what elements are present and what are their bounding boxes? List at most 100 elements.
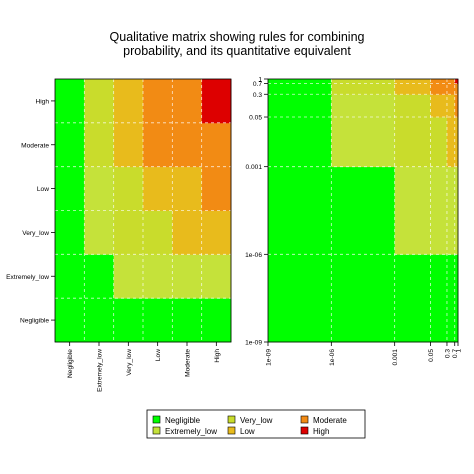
legend-box bbox=[146, 409, 366, 439]
matrix-cell bbox=[55, 79, 85, 124]
matrix-cell bbox=[113, 254, 144, 299]
matrix-cell bbox=[201, 122, 232, 168]
matrix-cell bbox=[446, 94, 456, 118]
matrix-cell bbox=[268, 166, 332, 255]
x-tick-label: 1e-09 bbox=[266, 349, 273, 366]
matrix-cell bbox=[454, 166, 459, 255]
matrix-cell bbox=[172, 166, 203, 211]
matrix-cell bbox=[55, 298, 85, 343]
x-tick-label: Low bbox=[155, 349, 162, 361]
legend-label: Moderate bbox=[313, 416, 347, 425]
x-tick-label: 0.05 bbox=[428, 349, 435, 362]
matrix-cell bbox=[268, 79, 332, 84]
matrix-cell bbox=[268, 83, 332, 95]
chart-title-line-1: Qualitative matrix showing rules for com… bbox=[109, 30, 365, 44]
matrix-cell bbox=[331, 254, 396, 343]
matrix-cell bbox=[446, 117, 456, 168]
y-tick-label: 1e-06 bbox=[245, 252, 262, 259]
x-tick-label: 0.7 bbox=[452, 349, 459, 358]
matrix-cell bbox=[201, 79, 232, 124]
matrix-cell bbox=[201, 254, 232, 299]
matrix-cell bbox=[172, 122, 203, 168]
matrix-cell bbox=[446, 254, 456, 343]
matrix-cell bbox=[268, 254, 332, 343]
legend-label: Negligible bbox=[165, 416, 201, 425]
matrix-cell bbox=[394, 254, 431, 343]
x-tick-label: Moderate bbox=[185, 349, 192, 377]
matrix-cell bbox=[84, 298, 115, 343]
matrix-cell bbox=[143, 210, 173, 255]
matrix-cell bbox=[55, 122, 85, 168]
matrix-cell bbox=[394, 94, 431, 118]
legend-swatch bbox=[152, 415, 161, 424]
x-tick-label: Very_low bbox=[126, 349, 133, 376]
matrix-cell bbox=[55, 254, 85, 299]
matrix-cell bbox=[55, 210, 85, 255]
matrix-cell bbox=[84, 79, 115, 124]
matrix-cell bbox=[113, 122, 144, 168]
y-tick-label: Negligible bbox=[20, 318, 49, 325]
legend-swatch bbox=[300, 426, 309, 435]
matrix-cell bbox=[430, 117, 448, 168]
legend: Negligible Extremely_low Very_low Low Modera… bbox=[146, 409, 366, 439]
matrix-cell bbox=[446, 79, 456, 84]
plot-frame bbox=[267, 78, 459, 343]
y-tick-label: High bbox=[35, 98, 49, 105]
legend-swatch bbox=[227, 415, 236, 424]
matrix-cell bbox=[113, 210, 144, 255]
x-tick-label: 1e-06 bbox=[329, 349, 336, 366]
matrix-cell bbox=[331, 94, 396, 118]
matrix-cell bbox=[394, 79, 431, 84]
qualitative-matrix-panel: Negligible Extremely_low Very_low Low Modera… bbox=[6, 78, 232, 392]
y-tick-label: Low bbox=[37, 186, 49, 193]
matrix-cell bbox=[113, 298, 144, 343]
matrix-cell bbox=[454, 83, 459, 95]
legend-label: Low bbox=[240, 427, 255, 436]
matrix-cell bbox=[268, 117, 332, 168]
matrix-cell bbox=[394, 166, 431, 255]
matrix-cell bbox=[143, 166, 173, 211]
matrix-cell bbox=[430, 166, 448, 255]
matrix-cell bbox=[143, 254, 173, 299]
matrix-cell bbox=[84, 210, 115, 255]
matrix-cell bbox=[331, 83, 396, 95]
legend-label: Very_low bbox=[240, 416, 273, 425]
matrix-cell bbox=[172, 298, 203, 343]
matrix-cell bbox=[84, 122, 115, 168]
matrix-cell bbox=[113, 79, 144, 124]
matrix-cell bbox=[331, 117, 396, 168]
y-tick-label: 0.05 bbox=[249, 115, 262, 122]
x-tick-label: 0.001 bbox=[392, 349, 399, 366]
matrix-cell bbox=[331, 166, 396, 255]
matrix-cell bbox=[84, 166, 115, 211]
matrix-cell bbox=[454, 254, 459, 343]
matrix-cell bbox=[430, 254, 448, 343]
legend-label: Extremely_low bbox=[165, 427, 217, 436]
matrix-cell bbox=[143, 79, 173, 124]
matrix-cell bbox=[143, 122, 173, 168]
matrix-cell bbox=[430, 79, 448, 84]
matrix-cell bbox=[84, 254, 115, 299]
matrix-cell bbox=[201, 298, 232, 343]
x-tick-label: High bbox=[214, 349, 221, 363]
matrix-cell bbox=[394, 83, 431, 95]
legend-swatch bbox=[300, 415, 309, 424]
matrix-cell bbox=[446, 83, 456, 95]
matrix-cell bbox=[113, 166, 144, 211]
matrix-cell bbox=[172, 210, 203, 255]
x-tick-label: 1 bbox=[456, 349, 463, 353]
matrix-cell bbox=[201, 166, 232, 211]
matrix-cell bbox=[331, 79, 396, 84]
matrix-cell bbox=[446, 166, 456, 255]
matrix-cell bbox=[394, 117, 431, 168]
matrix-cell bbox=[55, 166, 85, 211]
plot-frame bbox=[54, 78, 232, 343]
matrix-cell bbox=[430, 83, 448, 95]
y-tick-label: 0.3 bbox=[253, 92, 262, 99]
x-tick-label: 0.3 bbox=[444, 349, 451, 358]
matrix-cell bbox=[172, 79, 203, 124]
matrix-cell bbox=[454, 94, 459, 118]
matrix-cell bbox=[143, 298, 173, 343]
legend-label: High bbox=[313, 427, 329, 436]
